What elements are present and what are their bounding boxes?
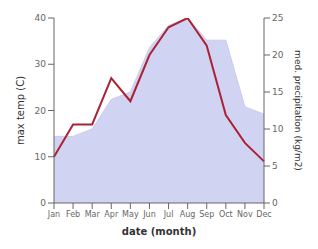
svg-text:20: 20: [272, 50, 284, 60]
svg-text:Dec: Dec: [256, 210, 271, 219]
svg-text:10: 10: [272, 124, 284, 134]
svg-text:date (month): date (month): [122, 226, 196, 237]
svg-text:20: 20: [35, 106, 47, 116]
svg-text:Feb: Feb: [66, 210, 80, 219]
svg-text:max temp (C): max temp (C): [15, 76, 26, 145]
svg-text:Oct: Oct: [219, 210, 233, 219]
svg-text:25: 25: [272, 13, 283, 23]
svg-text:Mar: Mar: [85, 210, 101, 219]
svg-text:0: 0: [40, 198, 46, 208]
svg-text:30: 30: [35, 59, 47, 69]
svg-text:Apr: Apr: [104, 210, 119, 219]
svg-text:Jul: Jul: [163, 210, 174, 219]
svg-text:Aug: Aug: [180, 210, 196, 219]
svg-text:Sep: Sep: [199, 210, 214, 219]
svg-text:15: 15: [272, 87, 283, 97]
svg-text:10: 10: [35, 152, 47, 162]
svg-text:0: 0: [272, 198, 278, 208]
svg-text:Jan: Jan: [47, 210, 60, 219]
svg-text:May: May: [122, 210, 139, 219]
svg-text:40: 40: [35, 13, 47, 23]
svg-text:Nov: Nov: [237, 210, 253, 219]
svg-text:5: 5: [272, 161, 278, 171]
svg-text:med. precipitation (kg/m2): med. precipitation (kg/m2): [293, 50, 303, 171]
svg-text:Jun: Jun: [142, 210, 156, 219]
